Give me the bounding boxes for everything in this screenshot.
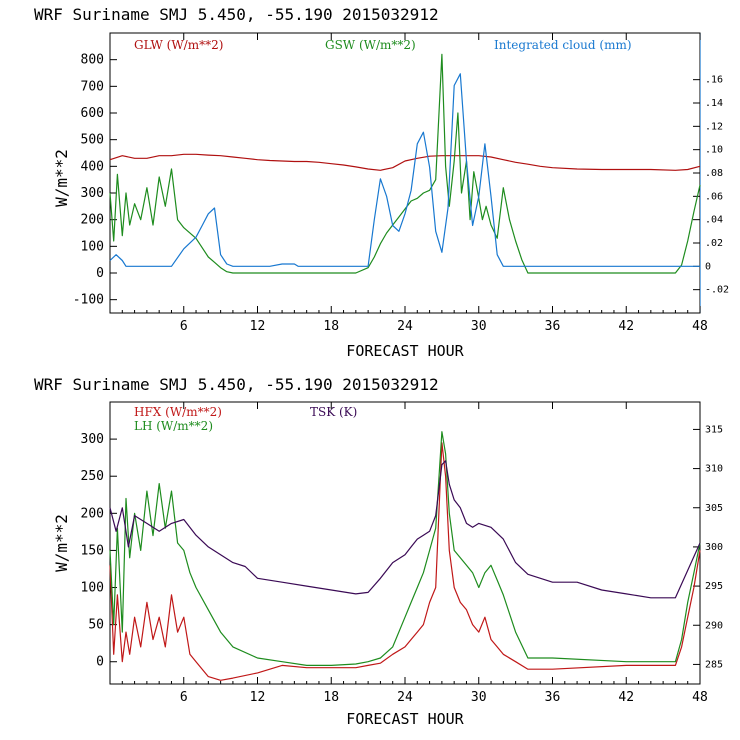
y2-tick-label: 305	[705, 503, 723, 514]
y-tick-label: 100	[81, 239, 104, 254]
y-tick-label: 700	[81, 79, 104, 94]
y-tick-label: 50	[88, 618, 104, 633]
bottom-chart-title: WRF Suriname SMJ 5.450, -55.190 20150329…	[34, 375, 439, 394]
y2-tick-label: .14	[705, 98, 723, 109]
legend-hfx: HFX (W/m**2)	[134, 405, 222, 419]
x-tick-label: 42	[618, 690, 634, 705]
y-tick-label: 500	[81, 133, 104, 148]
y2-tick-label: .16	[705, 75, 723, 86]
x-tick-label: 30	[471, 319, 487, 334]
series-line-glw	[109, 153, 701, 171]
y-tick-label: 100	[81, 581, 104, 596]
legend-cloud: Integrated cloud (mm)	[494, 38, 632, 52]
legend-tsk: TSK (K)	[310, 405, 357, 419]
y-tick-label: 0	[96, 266, 104, 281]
x-tick-label: 18	[323, 319, 339, 334]
series-line-tsk	[109, 460, 701, 599]
x-tick-label: 48	[692, 690, 708, 705]
y2-tick-label: 0	[705, 261, 711, 272]
legend-glw: GLW (W/m**2)	[134, 38, 223, 52]
y-tick-label: 200	[81, 213, 104, 228]
x-tick-label: 42	[618, 319, 634, 334]
x-tick-label: 24	[397, 319, 413, 334]
top-chart-right-axis	[700, 33, 701, 313]
x-tick-label: 12	[250, 319, 266, 334]
y2-tick-label: .08	[705, 168, 723, 179]
y-tick-label: 800	[81, 53, 104, 68]
y-tick-label: 300	[81, 186, 104, 201]
y-tick-label: 150	[81, 543, 104, 558]
y2-tick-label: 295	[705, 581, 723, 592]
y2-tick-label: .06	[705, 191, 723, 202]
legend-lh: LH (W/m**2)	[134, 419, 213, 433]
top-chart-panel: WRF Suriname SMJ 5.450, -55.190 20150329…	[34, 5, 729, 360]
y-tick-label: 600	[81, 106, 104, 121]
bottom-chart-ylabel: W/m**2	[52, 514, 71, 572]
y2-tick-label: 290	[705, 620, 723, 631]
bottom-chart-frame	[109, 401, 701, 685]
y-tick-label: 300	[81, 432, 104, 447]
y-tick-label: 0	[96, 655, 104, 670]
top-chart-title: WRF Suriname SMJ 5.450, -55.190 20150329…	[34, 5, 439, 24]
y-tick-label: -100	[73, 293, 104, 308]
bottom-chart-xlabel: FORECAST HOUR	[346, 710, 464, 728]
series-line-integrated	[109, 73, 700, 267]
y-tick-label: 200	[81, 506, 104, 521]
y2-tick-label: 315	[705, 424, 723, 435]
top-chart-ylabel: W/m**2	[52, 149, 71, 207]
x-tick-label: 24	[397, 690, 413, 705]
x-tick-label: 12	[250, 690, 266, 705]
y2-tick-label: 285	[705, 659, 723, 670]
x-tick-label: 6	[180, 319, 188, 334]
series-line-hfx	[109, 442, 701, 681]
top-chart-frame	[109, 32, 701, 314]
series-line-lh	[109, 431, 701, 667]
y2-tick-label: .12	[705, 121, 723, 132]
y2-tick-label: -.02	[705, 285, 729, 296]
y-tick-label: 400	[81, 159, 104, 174]
y2-tick-label: .02	[705, 238, 723, 249]
y2-tick-label: .10	[705, 145, 723, 156]
series-line-gsw	[109, 53, 701, 274]
x-tick-label: 48	[692, 319, 708, 334]
y2-tick-label: 300	[705, 542, 723, 553]
x-tick-label: 6	[180, 690, 188, 705]
x-tick-label: 36	[545, 319, 561, 334]
y2-tick-label: .04	[705, 215, 723, 226]
bottom-chart-panel: WRF Suriname SMJ 5.450, -55.190 20150329…	[34, 375, 723, 728]
y-tick-label: 250	[81, 469, 104, 484]
top-chart-xlabel: FORECAST HOUR	[346, 342, 464, 360]
legend-gsw: GSW (W/m**2)	[325, 38, 416, 52]
x-tick-label: 18	[323, 690, 339, 705]
x-tick-label: 30	[471, 690, 487, 705]
x-tick-label: 36	[545, 690, 561, 705]
y2-tick-label: 310	[705, 464, 723, 475]
